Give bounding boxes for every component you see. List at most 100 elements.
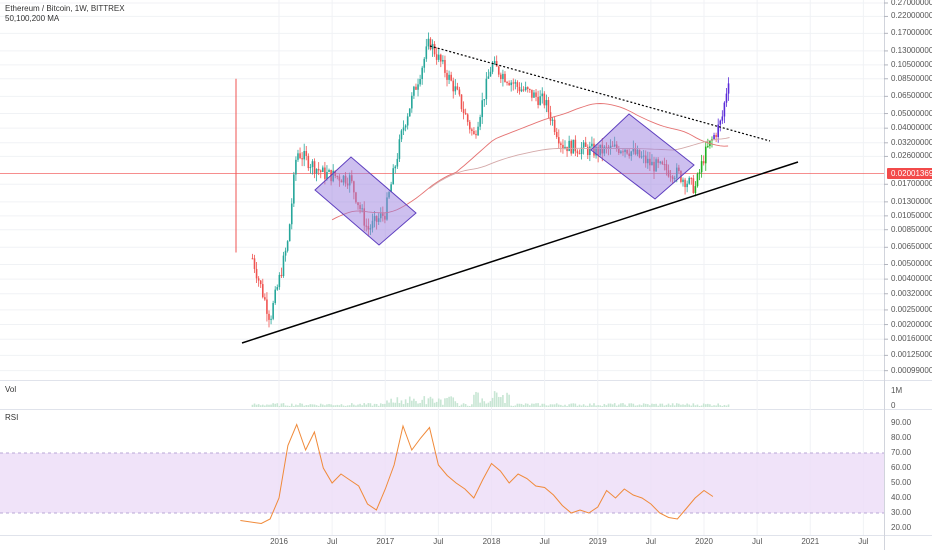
volume-bar xyxy=(500,397,502,407)
candle-body xyxy=(553,119,556,133)
volume-bar xyxy=(593,403,595,407)
candle-body xyxy=(704,146,707,164)
volume-bar xyxy=(543,403,546,407)
volume-bar xyxy=(363,403,366,407)
volume-bar xyxy=(678,403,680,407)
candle-body xyxy=(398,139,401,159)
volume-bar xyxy=(574,403,577,407)
candle-body xyxy=(464,112,467,115)
candle-body xyxy=(524,87,527,91)
volume-bar xyxy=(634,405,637,407)
candle-body xyxy=(471,129,473,131)
volume-bar xyxy=(440,399,442,407)
x-tick-label: 2016 xyxy=(270,537,288,546)
ma-100-line xyxy=(429,137,730,189)
ma-legend-label: 50,100,200 MA xyxy=(5,14,60,23)
candle-body xyxy=(692,178,695,193)
volume-bar xyxy=(448,396,450,407)
volume-bar xyxy=(301,403,303,407)
volume-bar xyxy=(529,405,531,407)
volume-bar xyxy=(353,404,355,407)
candle-body xyxy=(440,54,442,62)
volume-bar xyxy=(437,398,440,407)
candle-body xyxy=(437,54,440,60)
volume-bar xyxy=(504,403,506,407)
candle-body xyxy=(493,61,496,64)
volume-bar xyxy=(288,405,291,407)
candle-body xyxy=(487,76,490,79)
volume-bar xyxy=(264,405,266,407)
rsi-tick-label: 90.00 xyxy=(891,418,912,427)
volume-bar xyxy=(630,403,633,407)
candle-body xyxy=(483,99,486,101)
volume-bar xyxy=(272,403,274,407)
volume-bar xyxy=(655,403,657,407)
volume-bar xyxy=(359,403,361,407)
volume-bar xyxy=(580,405,583,407)
candle-body xyxy=(444,59,446,73)
volume-bar xyxy=(709,404,711,407)
candle-body xyxy=(491,63,494,72)
candle-body xyxy=(690,177,693,179)
volume-bar xyxy=(297,405,299,407)
candle-body xyxy=(508,82,510,86)
volume-bar xyxy=(589,403,591,407)
volume-bar xyxy=(462,403,465,407)
candle-body xyxy=(564,146,566,149)
volume-bar xyxy=(651,403,653,407)
volume-bar xyxy=(483,401,486,407)
y-tick-label: 0.10500000 xyxy=(891,59,932,69)
candle-body xyxy=(309,167,312,169)
candle-body xyxy=(293,174,295,204)
candle-body xyxy=(270,318,272,320)
candle-body xyxy=(326,172,328,179)
falling-channel-box-2016 xyxy=(314,156,417,246)
candle-body xyxy=(297,153,299,160)
candle-body xyxy=(278,274,281,288)
candle-body xyxy=(479,117,481,127)
volume-bar xyxy=(369,403,372,407)
candle-body xyxy=(417,84,419,90)
candle-body xyxy=(396,158,399,167)
volume-bar xyxy=(276,403,279,407)
candle-body xyxy=(520,89,523,92)
candle-body xyxy=(506,82,508,84)
volume-bar xyxy=(692,403,695,407)
volume-bar xyxy=(251,404,254,407)
x-tick-label: 2020 xyxy=(695,537,713,546)
y-tick-label: 0.01300000 xyxy=(891,196,932,206)
volume-bar xyxy=(278,405,281,407)
candle-body xyxy=(284,250,287,256)
volume-bar xyxy=(384,403,386,407)
candle-body xyxy=(549,112,552,121)
candle-body xyxy=(295,159,297,175)
volume-bar xyxy=(402,404,405,407)
candle-body xyxy=(698,172,701,174)
volume-bar xyxy=(514,405,517,407)
volume-bar xyxy=(591,405,593,407)
candle-body xyxy=(589,146,591,156)
candle-body xyxy=(404,125,407,128)
volume-bar xyxy=(404,399,407,407)
y-tick-label: 0.00320000 xyxy=(891,288,932,298)
candle-body xyxy=(533,92,535,98)
volume-tick-label: 0 xyxy=(891,401,896,410)
volume-bar xyxy=(553,404,556,407)
volume-bar xyxy=(526,403,529,407)
rsi-tick-label: 30.00 xyxy=(891,508,912,517)
candle-body xyxy=(560,143,562,145)
volume-bar xyxy=(452,397,455,407)
rsi-tick-label: 40.00 xyxy=(891,493,912,502)
candle-body xyxy=(502,73,504,80)
volume-bar xyxy=(479,402,481,407)
volume-bar xyxy=(427,398,430,407)
candle-body xyxy=(684,179,686,188)
candle-body xyxy=(303,151,305,160)
candle-body xyxy=(551,119,554,121)
candle-body xyxy=(537,96,539,105)
volume-bar xyxy=(392,402,394,407)
candle-body xyxy=(578,153,581,155)
candle-body xyxy=(570,140,573,154)
volume-bar xyxy=(659,403,662,407)
